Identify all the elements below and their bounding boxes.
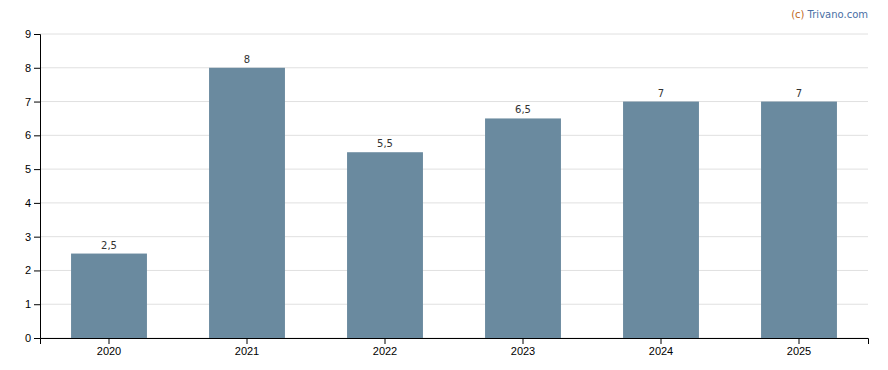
y-tick-mark	[34, 102, 40, 103]
bar	[761, 102, 837, 338]
y-tick: 5	[25, 163, 40, 175]
x-tick: 2021	[235, 338, 259, 357]
y-tick-mark	[34, 338, 40, 339]
y-tick-label: 8	[25, 62, 31, 74]
x-tick-label: 2025	[787, 345, 811, 357]
x-tick-mark	[109, 338, 110, 344]
y-tick: 1	[25, 298, 40, 310]
y-tick-label: 7	[25, 96, 31, 108]
grid-line	[40, 202, 868, 203]
plot: 0 1 2 3 4 5 6 7 8 9 2020 2021 2022 2023 2024 2025 2,5 8 5,…	[25, 28, 869, 357]
bar	[71, 254, 147, 338]
grid-line	[40, 101, 868, 102]
x-tick-mark	[385, 338, 386, 344]
x-tick-label: 2021	[235, 345, 259, 357]
data-label: 2,5	[101, 240, 117, 251]
y-tick: 3	[25, 231, 40, 243]
grid-line	[40, 67, 868, 68]
bar	[209, 68, 285, 338]
y-tick-mark	[34, 203, 40, 204]
y-tick-label: 0	[25, 332, 31, 344]
x-axis: 2020 2021 2022 2023 2024 2025	[41, 338, 869, 357]
y-tick-label: 4	[25, 197, 31, 209]
y-tick-label: 2	[25, 264, 31, 276]
data-label: 7	[796, 88, 802, 99]
y-tick-mark	[34, 270, 40, 271]
y-tick-label: 1	[25, 298, 31, 310]
data-labels: 2,5 8 5,5 6,5 7 7	[101, 54, 802, 251]
grid-line	[40, 135, 868, 136]
x-tick-label: 2020	[97, 345, 121, 357]
x-tick-mark	[661, 338, 662, 344]
grid-line	[40, 304, 868, 305]
x-tick-mark	[523, 338, 524, 344]
x-tick: 2024	[649, 338, 673, 357]
x-tick: 2023	[511, 338, 535, 357]
x-tick-label: 2022	[373, 345, 397, 357]
x-tick: 2020	[97, 338, 121, 357]
y-tick-label: 9	[25, 28, 31, 40]
data-label: 7	[658, 88, 664, 99]
y-tick-label: 6	[25, 129, 31, 141]
y-tick-mark	[34, 304, 40, 305]
y-tick: 8	[25, 62, 40, 74]
y-tick: 6	[25, 129, 40, 141]
bar	[623, 102, 699, 338]
x-tick-label: 2024	[649, 345, 673, 357]
x-axis-line	[41, 339, 869, 345]
y-tick-mark	[34, 135, 40, 136]
y-tick-mark	[34, 237, 40, 238]
y-tick: 9	[25, 28, 40, 40]
y-axis: 0 1 2 3 4 5 6 7 8 9	[25, 28, 41, 344]
x-tick-mark	[247, 338, 248, 344]
chart: 0 1 2 3 4 5 6 7 8 9 2020 2021 2022 2023 2024 2025 2,5 8 5,…	[0, 0, 888, 370]
y-tick: 2	[25, 264, 40, 276]
data-label: 8	[244, 54, 250, 65]
y-tick: 4	[25, 197, 40, 209]
y-tick-mark	[34, 169, 40, 170]
y-axis-line	[34, 35, 41, 339]
y-tick: 7	[25, 96, 40, 108]
x-tick: 2022	[373, 338, 397, 357]
y-tick: 0	[25, 332, 40, 344]
y-tick-label: 3	[25, 231, 31, 243]
x-tick-label: 2023	[511, 345, 535, 357]
bars	[71, 68, 837, 338]
grid-line	[40, 270, 868, 271]
data-label: 5,5	[377, 138, 393, 149]
y-tick-label: 5	[25, 163, 31, 175]
grid-line	[40, 236, 868, 237]
grid-line	[40, 34, 868, 35]
watermark: (c) Trivano.com	[791, 9, 868, 20]
grid	[40, 34, 868, 338]
y-tick-mark	[34, 68, 40, 69]
x-tick-mark	[799, 338, 800, 344]
bar	[485, 118, 561, 338]
y-tick-mark	[34, 34, 40, 35]
grid-line	[40, 169, 868, 170]
bar	[347, 152, 423, 338]
watermark-part: (c)	[791, 9, 807, 20]
watermark-part: Trivano.com	[807, 9, 868, 20]
data-label: 6,5	[515, 104, 531, 115]
x-tick: 2025	[787, 338, 811, 357]
